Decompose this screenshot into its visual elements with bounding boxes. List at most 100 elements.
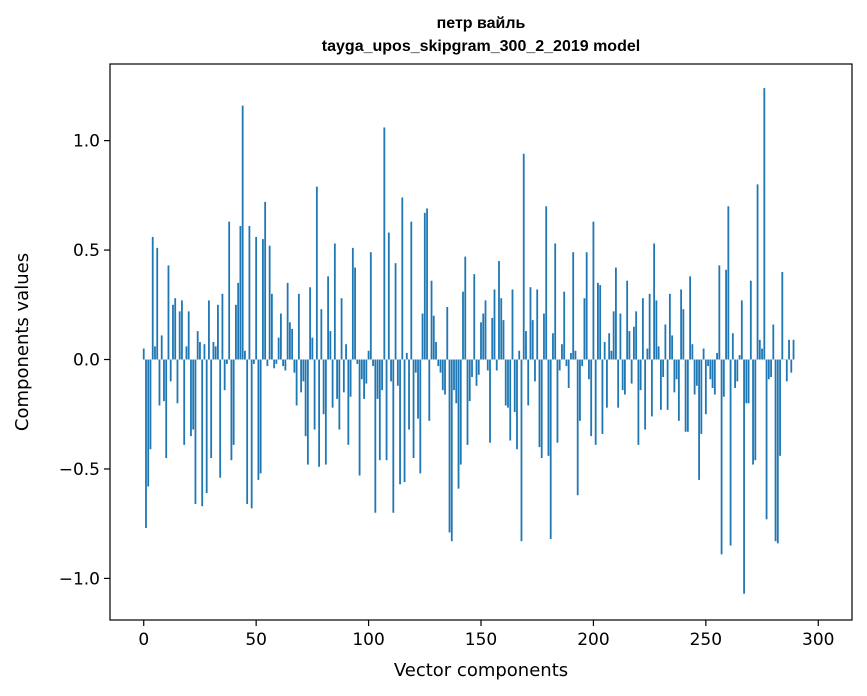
bar xyxy=(459,359,462,465)
bar xyxy=(266,359,269,367)
bar xyxy=(426,208,428,360)
bar xyxy=(268,245,271,360)
bar xyxy=(570,352,572,360)
bar xyxy=(682,309,685,360)
bar xyxy=(358,359,361,476)
bar xyxy=(354,267,356,360)
bar xyxy=(502,320,505,360)
bar xyxy=(653,243,656,360)
bar xyxy=(313,359,316,430)
bar xyxy=(543,313,545,360)
bar xyxy=(659,359,662,410)
bar xyxy=(196,331,199,360)
bar xyxy=(199,342,201,360)
bar xyxy=(345,344,347,360)
bar xyxy=(509,359,512,441)
bar xyxy=(779,359,781,456)
bar xyxy=(615,267,617,360)
bar xyxy=(165,359,168,459)
x-tick-label: 200 xyxy=(577,630,609,650)
bar xyxy=(711,359,714,388)
bar xyxy=(264,201,267,360)
bar xyxy=(790,359,793,373)
bar xyxy=(235,304,237,360)
bar xyxy=(190,359,192,437)
chart-subtitle: tayga_upos_skipgram_300_2_2019 model xyxy=(322,38,640,55)
bar xyxy=(441,359,444,391)
bar xyxy=(385,359,388,461)
bar xyxy=(369,252,372,360)
bar xyxy=(513,359,516,413)
bar xyxy=(468,359,471,402)
bar xyxy=(291,328,294,360)
bar xyxy=(241,105,244,360)
bar xyxy=(558,359,561,371)
bar xyxy=(430,280,433,360)
bar xyxy=(646,348,649,360)
bar xyxy=(214,346,217,360)
bar xyxy=(709,359,712,380)
x-tick-label: 50 xyxy=(245,630,267,650)
bar xyxy=(246,359,249,504)
bar xyxy=(208,300,210,360)
bar xyxy=(491,317,494,360)
bar xyxy=(347,359,350,445)
bar xyxy=(147,359,150,487)
bar xyxy=(163,359,165,402)
bar xyxy=(624,359,626,395)
bar xyxy=(360,359,363,380)
bar xyxy=(756,184,759,360)
bar xyxy=(686,359,689,432)
bar xyxy=(185,346,188,360)
bar xyxy=(704,359,707,415)
bar xyxy=(592,221,595,360)
bar xyxy=(671,335,674,360)
bar xyxy=(194,359,197,504)
bar xyxy=(338,359,341,430)
bar xyxy=(576,359,579,496)
bar xyxy=(421,313,424,360)
bar xyxy=(581,359,584,367)
bar xyxy=(650,359,653,417)
y-tick-label: −1.0 xyxy=(59,569,100,589)
bar xyxy=(408,359,410,430)
bar xyxy=(192,359,195,430)
bar xyxy=(315,186,318,360)
bar xyxy=(529,287,532,360)
bar xyxy=(417,359,419,419)
bar xyxy=(392,359,395,513)
bar xyxy=(259,359,262,474)
bar xyxy=(545,206,548,360)
y-tick-label: −0.5 xyxy=(59,460,100,480)
bar xyxy=(713,359,716,395)
x-tick-label: 300 xyxy=(802,630,834,650)
bar xyxy=(702,348,705,360)
bar xyxy=(154,346,156,360)
bar xyxy=(181,300,183,360)
bar xyxy=(520,359,523,542)
bar xyxy=(743,359,745,594)
bar xyxy=(342,359,345,393)
bar xyxy=(684,359,687,432)
bar xyxy=(450,359,453,542)
bar xyxy=(255,236,258,360)
bar xyxy=(178,311,181,360)
bar xyxy=(772,324,775,360)
bar xyxy=(722,359,725,397)
bar xyxy=(311,337,314,360)
bar xyxy=(493,289,496,360)
bar xyxy=(419,359,422,474)
bar xyxy=(318,359,321,467)
bar xyxy=(662,359,665,378)
bar xyxy=(664,324,667,360)
bar xyxy=(279,313,282,360)
y-axis-ticks: −1.0 −0.5 0.0 0.5 1.0 xyxy=(59,132,110,589)
bar xyxy=(378,359,381,461)
bar xyxy=(610,350,613,360)
bar xyxy=(619,313,622,360)
bar xyxy=(217,304,219,360)
bar xyxy=(374,359,377,513)
bar xyxy=(183,359,186,445)
bar xyxy=(734,359,736,388)
bar xyxy=(158,359,161,406)
